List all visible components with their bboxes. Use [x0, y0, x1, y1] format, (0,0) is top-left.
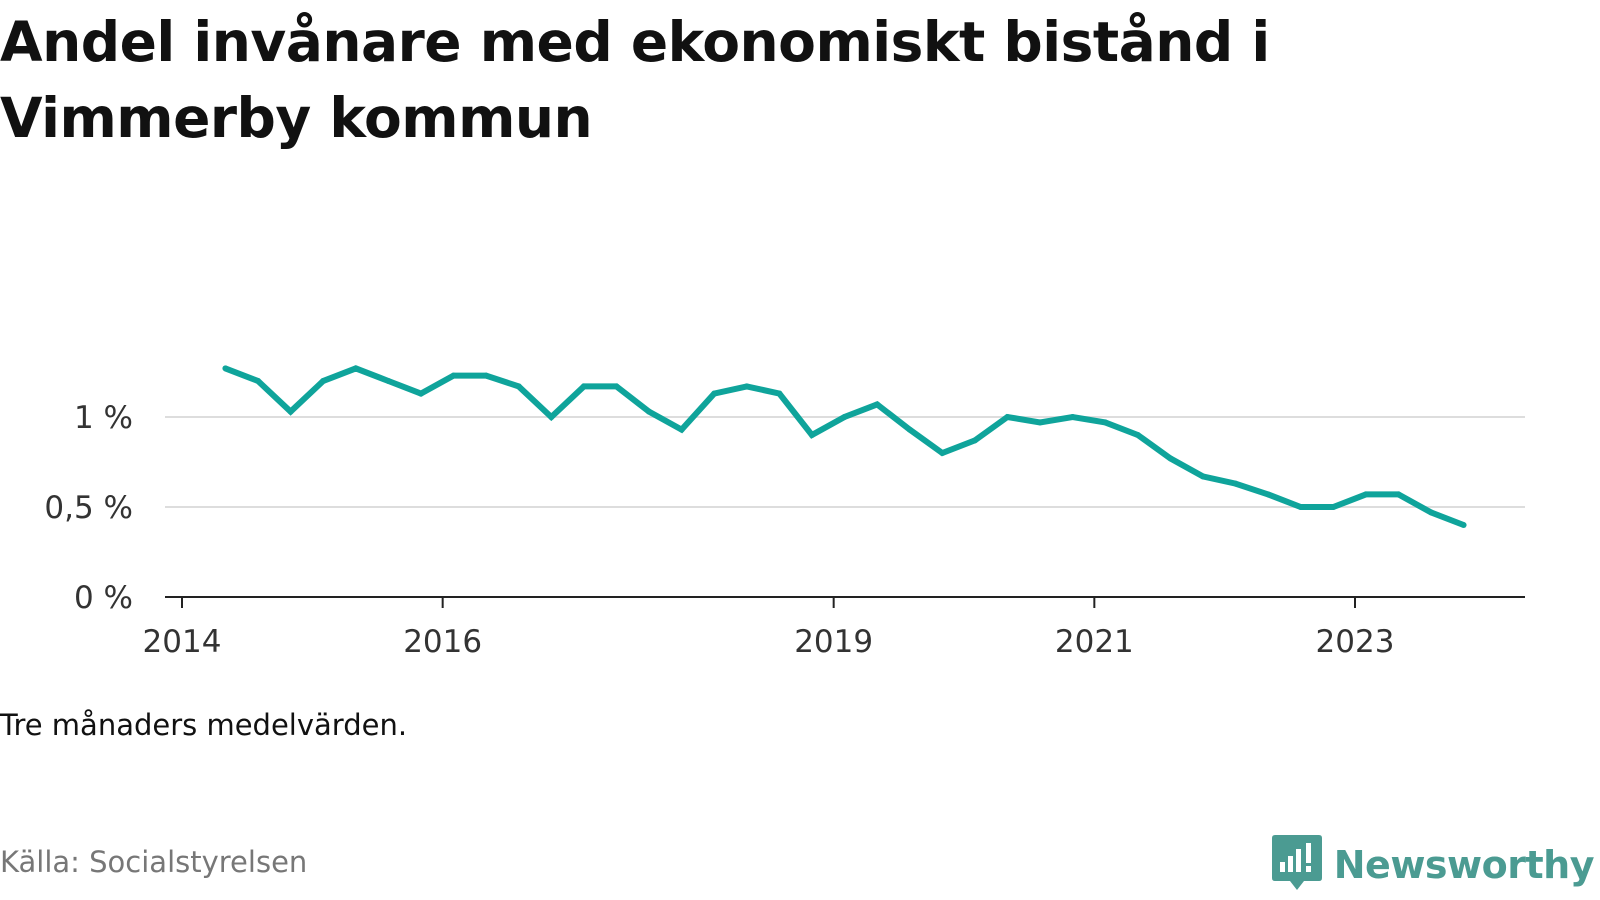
- chart-title: Andel invånare med ekonomiskt bistånd i …: [0, 10, 1270, 150]
- data-point: [287, 408, 294, 415]
- data-point: [1134, 432, 1141, 438]
- data-point: [320, 378, 327, 384]
- y-tick-label: 0,5 %: [44, 490, 133, 526]
- data-point: [1069, 414, 1076, 420]
- data-point: [1102, 419, 1109, 426]
- data-point: [808, 432, 815, 438]
- data-point: [1297, 504, 1304, 510]
- data-point: [971, 437, 978, 444]
- data-point: [352, 365, 359, 372]
- x-tick-label: 2016: [403, 624, 482, 660]
- data-point: [548, 414, 555, 420]
- data-point: [646, 408, 652, 415]
- series-layer: [222, 365, 1467, 528]
- data-point: [841, 414, 848, 420]
- newsworthy-logo-icon: [1271, 835, 1322, 895]
- chart-note: Tre månaders medelvärden.: [0, 708, 408, 742]
- line-chart: 0 % 0,5 % 1 % 2014 2016 2019 2021 2023: [44, 365, 1525, 660]
- data-point: [450, 372, 457, 379]
- x-ticks: [181, 597, 1356, 608]
- x-tick-label: 2019: [794, 624, 873, 660]
- brand-logo[interactable]: Newsworthy: [1271, 835, 1595, 895]
- data-point: [613, 383, 620, 390]
- data-point: [1037, 419, 1043, 426]
- source-credit: Källa: Socialstyrelsen: [0, 845, 308, 879]
- y-tick-label: 0 %: [74, 580, 133, 616]
- data-point: [417, 390, 424, 397]
- series-line: [224, 365, 1465, 528]
- data-point: [678, 426, 685, 433]
- data-point: [874, 401, 881, 408]
- data-point: [1199, 473, 1206, 480]
- data-point: [580, 383, 587, 390]
- x-tick-labels: 2014 2016 2019 2021 2023: [143, 624, 1395, 660]
- data-point: [515, 383, 522, 390]
- data-point: [255, 378, 261, 384]
- brand-name: Newsworthy: [1333, 843, 1595, 887]
- data-point: [939, 450, 946, 456]
- data-point: [711, 390, 718, 397]
- data-point: [776, 390, 783, 397]
- data-point: [1460, 522, 1467, 528]
- grid-lines: [165, 416, 1525, 508]
- data-point: [743, 383, 750, 390]
- data-point: [1265, 491, 1272, 498]
- y-tick-label: 1 %: [74, 400, 133, 436]
- data-point: [1330, 504, 1337, 510]
- data-point: [1362, 491, 1369, 498]
- data-point: [1167, 455, 1174, 462]
- data-point: [1232, 480, 1239, 487]
- data-point: [1428, 509, 1434, 516]
- data-point: [1004, 414, 1011, 420]
- x-tick-label: 2023: [1316, 624, 1395, 660]
- x-tick-label: 2014: [143, 624, 222, 660]
- y-tick-labels: 0 % 0,5 % 1 %: [44, 400, 133, 616]
- x-tick-label: 2021: [1055, 624, 1134, 660]
- data-point: [906, 426, 913, 433]
- data-point: [483, 372, 490, 379]
- data-point: [1395, 491, 1402, 498]
- data-point: [385, 378, 392, 384]
- data-point: [222, 365, 229, 372]
